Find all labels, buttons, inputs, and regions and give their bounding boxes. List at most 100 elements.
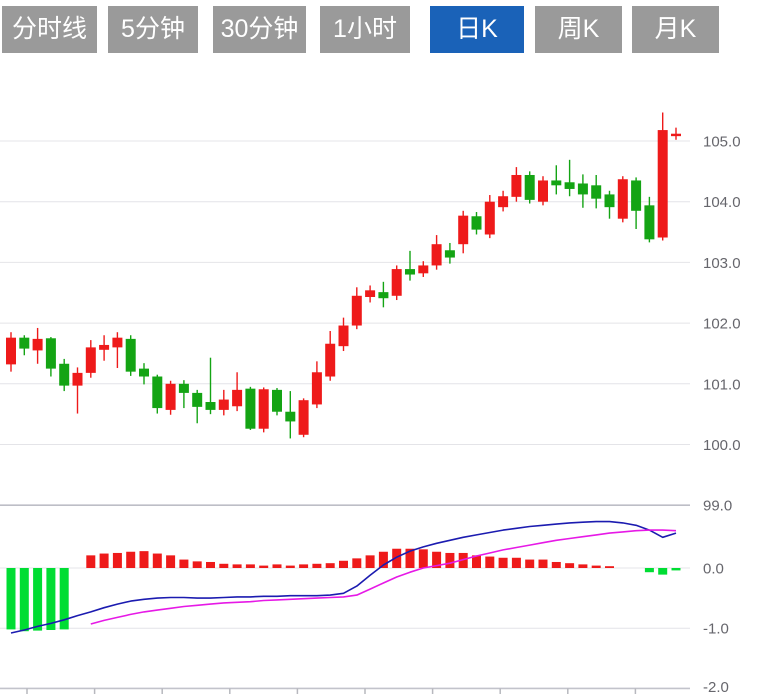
indicator-axis-label: 0.0 [703, 561, 724, 578]
tab-month-k[interactable]: 月K [632, 6, 719, 53]
macd-histogram-bar [565, 563, 575, 568]
candle-body [285, 411, 296, 422]
candle-body [311, 372, 322, 405]
macd-histogram-bar [472, 555, 481, 568]
candle-body [232, 389, 243, 407]
macd-histogram-bar [551, 561, 561, 568]
macd-histogram-bar [86, 555, 96, 568]
price-axis-label: 99.0 [703, 498, 732, 515]
indicator-axis-label: -1.0 [703, 621, 729, 638]
candle-body [178, 383, 189, 393]
candle-body [205, 402, 216, 410]
macd-histogram-bar [126, 551, 136, 568]
macd-histogram-bar [525, 559, 535, 568]
macd-histogram-bar [166, 555, 176, 568]
indicator-axis-label: -2.0 [703, 679, 729, 694]
candle-body [365, 290, 376, 297]
candle-body [192, 392, 203, 407]
macd-histogram-bar [538, 559, 548, 568]
macd-histogram-bar [378, 551, 388, 568]
candle-body [511, 174, 522, 197]
macd-histogram-bar [99, 553, 109, 568]
price-axis-label: 104.0 [703, 194, 741, 211]
candle-body [458, 215, 469, 245]
macd-histogram-bar [458, 552, 468, 568]
tab-30min[interactable]: 30分钟 [213, 6, 306, 53]
price-axis-label: 101.0 [703, 376, 741, 393]
tab-1hour[interactable]: 1小时 [320, 6, 410, 53]
macd-histogram-bar [245, 564, 255, 568]
candle-body [59, 363, 70, 386]
macd-histogram-bar [139, 551, 149, 568]
macd-histogram-bar [285, 565, 295, 568]
candle-body [378, 292, 389, 299]
price-axis-label: 100.0 [703, 437, 741, 454]
candle-body [444, 250, 455, 258]
tab-week-k[interactable]: 周K [535, 6, 622, 53]
candle-body [391, 269, 402, 296]
candle-body [351, 295, 362, 326]
candle-body [471, 216, 482, 230]
macd-histogram-bar [485, 556, 495, 568]
candle-body [325, 343, 336, 377]
candle-body [258, 389, 269, 429]
dif-line [10, 520, 677, 634]
macd-histogram-bar [325, 563, 335, 568]
price-axis-label: 105.0 [703, 134, 741, 151]
macd-histogram-bar [365, 555, 375, 568]
macd-histogram-bar [112, 552, 122, 568]
candle-body [85, 347, 96, 373]
macd-histogram-bar [232, 564, 242, 568]
macd-histogram-bar [33, 568, 43, 631]
candle-body [538, 180, 548, 202]
candle-body [298, 400, 309, 435]
macd-histogram-bar [152, 553, 162, 568]
macd-histogram-bar [418, 549, 428, 568]
macd-histogram-bar [192, 561, 202, 568]
candle-body [405, 269, 415, 275]
macd-histogram-bar [644, 568, 654, 573]
macd-histogram-bar [19, 568, 29, 632]
macd-histogram-bar [179, 559, 189, 568]
candle-body [657, 130, 668, 238]
candle-body [524, 174, 535, 200]
tab-minute-line[interactable]: 分时线 [2, 6, 97, 53]
candle-body [6, 337, 16, 365]
macd-histogram-bar [219, 563, 229, 568]
candle-body [32, 338, 43, 351]
macd-histogram-bar [578, 564, 588, 568]
candle-body [551, 180, 562, 186]
candle-body [577, 183, 588, 195]
macd-histogram-bar [671, 568, 681, 571]
candle-body [604, 194, 615, 208]
candle-body [617, 179, 628, 219]
macd-histogram-bar [6, 568, 16, 630]
macd-histogram-bar [206, 561, 215, 568]
macd-histogram-bar [46, 568, 56, 631]
candle-body [631, 180, 642, 211]
period-tabbar: 分时线 5分钟 30分钟 1小时 日K 周K 月K [2, 6, 719, 53]
macd-histogram-bar [312, 563, 322, 568]
candle-body [152, 376, 163, 409]
current-candle-body [671, 133, 681, 137]
candle-body [484, 201, 495, 235]
macd-histogram-bar [498, 557, 508, 568]
candle-body [418, 265, 429, 274]
macd-histogram-bar [405, 548, 415, 568]
macd-histogram-bar [352, 558, 362, 568]
tab-5min[interactable]: 5分钟 [108, 6, 198, 53]
candle-body [245, 388, 256, 429]
macd-histogram-bar [445, 552, 455, 568]
macd-histogram-bar [511, 557, 521, 568]
candle-body [72, 372, 83, 386]
candle-body [591, 185, 602, 199]
candle-body [498, 196, 509, 208]
macd-histogram-bar [432, 551, 442, 568]
macd-histogram-bar [658, 568, 668, 575]
tab-day-k[interactable]: 日K [430, 6, 524, 53]
macd-histogram-bar [392, 548, 402, 568]
candle-body [139, 368, 149, 377]
macd-histogram-bar [591, 565, 601, 568]
price-axis-label: 102.0 [703, 316, 741, 333]
